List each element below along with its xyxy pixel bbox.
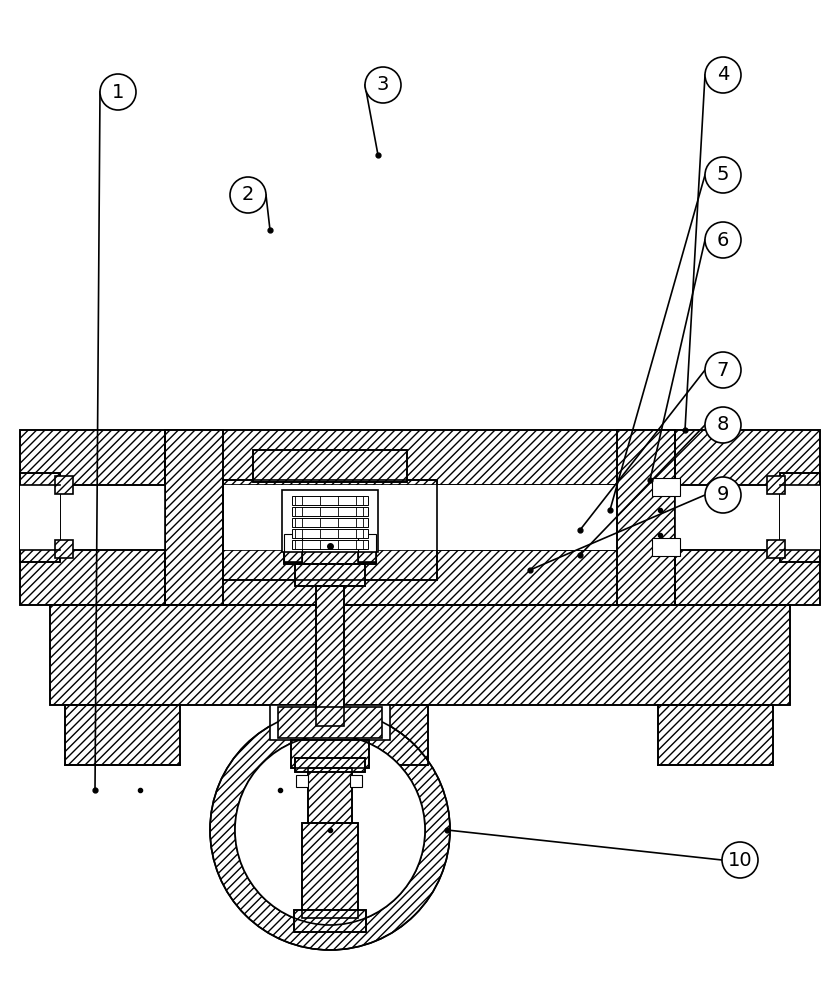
Bar (165, 430, 675, 485)
Bar (65, 705, 180, 765)
Bar (617, 430, 675, 605)
Bar (350, 775, 362, 787)
Bar (291, 740, 369, 768)
Wedge shape (210, 710, 450, 950)
Circle shape (365, 67, 401, 103)
Bar (652, 478, 680, 496)
Bar (675, 430, 820, 605)
Bar (313, 705, 428, 765)
Circle shape (705, 477, 741, 513)
Bar (296, 775, 308, 787)
Bar (284, 534, 302, 562)
Bar (617, 430, 675, 605)
Bar (780, 485, 820, 550)
Bar (316, 586, 344, 726)
Bar (780, 473, 820, 562)
Bar (223, 480, 437, 580)
Circle shape (230, 177, 266, 213)
Text: 10: 10 (727, 850, 753, 869)
Bar (55, 540, 73, 558)
Text: 1: 1 (112, 83, 124, 102)
Text: 9: 9 (717, 486, 729, 504)
Bar (223, 480, 437, 580)
Bar (284, 532, 376, 564)
Text: 6: 6 (717, 231, 729, 249)
Bar (292, 518, 368, 527)
Text: 4: 4 (717, 66, 729, 85)
Text: 2: 2 (242, 186, 255, 205)
Bar (292, 496, 368, 505)
Bar (658, 705, 773, 765)
Circle shape (705, 407, 741, 443)
Circle shape (705, 157, 741, 193)
Bar (295, 758, 365, 772)
Bar (50, 605, 790, 705)
Bar (780, 473, 820, 562)
Bar (308, 768, 352, 823)
Bar (675, 485, 820, 550)
Circle shape (705, 352, 741, 388)
Text: 8: 8 (717, 416, 729, 434)
Bar (20, 485, 165, 550)
Bar (165, 550, 675, 605)
Bar (165, 430, 223, 605)
Circle shape (722, 842, 758, 878)
Bar (767, 476, 785, 494)
Bar (292, 540, 368, 549)
Bar (20, 473, 60, 562)
Bar (284, 534, 302, 562)
Bar (253, 450, 407, 482)
Bar (302, 823, 358, 918)
Bar (652, 538, 680, 556)
Bar (55, 476, 73, 494)
Bar (295, 564, 365, 586)
Bar (20, 430, 165, 605)
Bar (292, 529, 368, 538)
Bar (358, 534, 376, 562)
Bar (165, 430, 675, 485)
Bar (20, 485, 60, 550)
Bar (165, 550, 675, 605)
Bar (302, 823, 358, 918)
Circle shape (705, 222, 741, 258)
Bar (308, 768, 352, 823)
Circle shape (235, 735, 425, 925)
Text: 3: 3 (377, 76, 389, 95)
Bar (291, 740, 369, 768)
Text: 5: 5 (717, 165, 729, 184)
Bar (294, 910, 366, 932)
Bar (675, 430, 820, 605)
Bar (20, 430, 165, 605)
Bar (358, 534, 376, 562)
Bar (65, 705, 180, 765)
Bar (295, 758, 365, 772)
Bar (316, 586, 344, 726)
Circle shape (705, 57, 741, 93)
Bar (313, 705, 428, 765)
Circle shape (100, 74, 136, 110)
Bar (282, 490, 378, 552)
Bar (253, 450, 407, 482)
Bar (658, 705, 773, 765)
Bar (50, 605, 790, 705)
Bar (165, 430, 223, 605)
Bar (20, 473, 60, 562)
Bar (292, 507, 368, 516)
Text: 7: 7 (717, 360, 729, 379)
Bar (295, 564, 365, 586)
Bar (284, 532, 376, 564)
Bar (767, 540, 785, 558)
Bar (270, 705, 390, 740)
Bar (278, 707, 382, 738)
Bar (294, 910, 366, 932)
Bar (20, 485, 820, 550)
